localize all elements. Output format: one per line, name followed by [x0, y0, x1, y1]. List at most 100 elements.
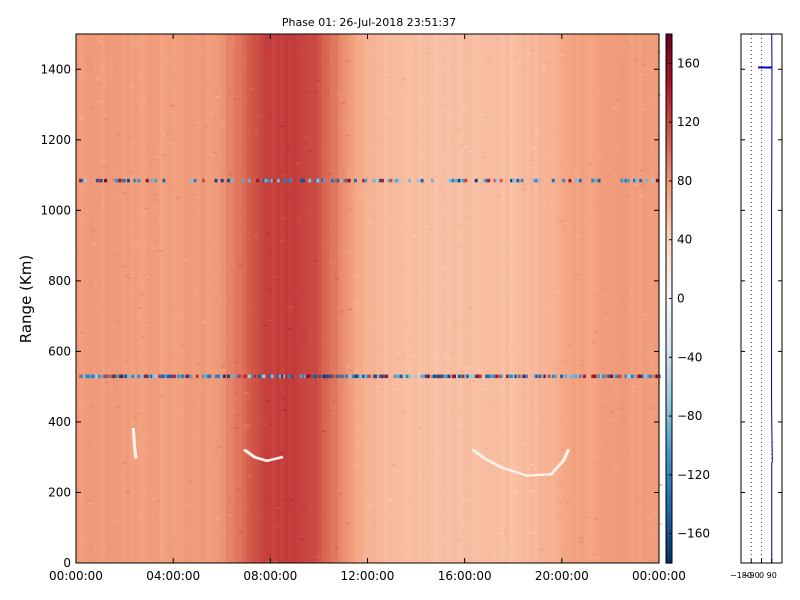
heatmap-cell — [112, 362, 117, 364]
heatmap-column — [509, 34, 514, 563]
heatmap-cell — [318, 412, 323, 415]
heatmap-cell — [532, 532, 537, 534]
heatmap-cell — [610, 137, 615, 139]
heatmap-cell — [262, 423, 267, 426]
heatmap-cell — [140, 285, 145, 287]
heatmap-cell — [346, 60, 351, 63]
heatmap-cell — [376, 374, 380, 379]
heatmap-cell — [164, 374, 168, 379]
heatmap-cell — [233, 392, 238, 394]
heatmap-cell — [374, 139, 379, 142]
heatmap-cell — [281, 217, 286, 219]
heatmap-cell — [117, 187, 122, 190]
heatmap-cell — [260, 374, 264, 379]
heatmap-cell — [243, 100, 248, 103]
heatmap-cell — [591, 374, 595, 379]
heatmap-cell — [549, 473, 553, 476]
heatmap-cell — [643, 428, 649, 431]
heatmap-cell — [217, 506, 222, 508]
heatmap-cell — [550, 553, 555, 556]
heatmap-cell — [149, 178, 153, 183]
heatmap-cell — [272, 435, 277, 438]
colorbar-segment — [666, 282, 672, 289]
heatmap-cell — [222, 374, 226, 379]
colorbar-segment — [666, 319, 672, 326]
heatmap-cell — [97, 178, 101, 183]
colorbar-segment — [666, 441, 672, 448]
heatmap-cell — [440, 156, 445, 158]
heatmap-cell — [177, 540, 182, 542]
heatmap-cell — [422, 374, 426, 379]
heatmap-cell — [400, 79, 405, 82]
heatmap-cell — [341, 374, 345, 379]
heatmap-cell — [97, 83, 103, 85]
heatmap-cell — [538, 254, 543, 257]
heatmap-cell — [495, 407, 500, 410]
heatmap-cell — [235, 315, 240, 317]
heatmap-cell — [453, 178, 457, 183]
heatmap-cell — [95, 178, 99, 183]
heatmap-cell — [236, 488, 241, 490]
heatmap-cell — [503, 412, 508, 414]
heatmap-cell — [237, 497, 242, 499]
colorbar-segment — [666, 71, 672, 77]
heatmap-cell — [343, 325, 349, 328]
heatmap-cell — [356, 444, 361, 447]
heatmap-cell — [122, 192, 127, 195]
heatmap-cell — [405, 508, 410, 510]
heatmap-cell — [445, 233, 450, 236]
heatmap-cell — [490, 279, 495, 282]
heatmap-cell — [401, 77, 406, 80]
heatmap-cell — [434, 146, 439, 148]
heatmap-cell — [112, 374, 116, 379]
heatmap-cell — [171, 352, 176, 355]
heatmap-cell — [490, 167, 495, 170]
heatmap-cell — [607, 374, 611, 379]
heatmap-cell — [358, 85, 363, 87]
heatmap-cell — [178, 315, 183, 317]
heatmap-cell — [420, 152, 425, 155]
heatmap-cell — [393, 470, 398, 472]
heatmap-cell — [501, 257, 506, 260]
colorbar-segment — [666, 224, 672, 231]
heatmap-column — [150, 34, 156, 563]
heatmap-cell — [443, 104, 448, 106]
heatmap-cell — [545, 306, 550, 309]
heatmap-cell — [455, 374, 459, 379]
heatmap-cell — [246, 204, 251, 206]
heatmap-cell — [433, 475, 438, 478]
heatmap-cell — [154, 178, 158, 183]
heatmap-cell — [228, 174, 233, 177]
heatmap-cell — [252, 68, 258, 70]
colorbar-segment — [666, 414, 672, 421]
heatmap-cell — [280, 239, 285, 242]
heatmap-cell — [232, 98, 237, 100]
heatmap-cell — [223, 337, 228, 339]
heatmap-cell — [261, 368, 266, 370]
heatmap-cell — [395, 388, 400, 391]
heatmap-cell — [116, 406, 121, 409]
heatmap-cell — [385, 522, 390, 524]
heatmap-cell — [376, 178, 380, 183]
heatmap-cell — [95, 78, 101, 80]
colorbar-segment — [666, 467, 672, 474]
heatmap-cell — [493, 178, 497, 183]
heatmap-cell — [301, 178, 305, 183]
heatmap-cell — [610, 495, 615, 498]
heatmap-cell — [528, 362, 534, 364]
heatmap-cell — [352, 406, 357, 409]
heatmap-cell — [503, 467, 507, 470]
heatmap-cell — [208, 374, 212, 379]
heatmap-cell — [388, 546, 393, 548]
heatmap-cell — [404, 326, 409, 329]
heatmap-cell — [461, 429, 466, 431]
heatmap-column — [475, 34, 481, 563]
heatmap-cell — [498, 365, 504, 368]
colorbar-segment — [666, 145, 672, 151]
heatmap-cell — [449, 411, 454, 414]
heatmap-cell — [175, 197, 180, 200]
heatmap-column — [404, 34, 410, 563]
heatmap-cell — [548, 121, 553, 124]
colorbar-segment — [666, 86, 672, 93]
heatmap-cell — [647, 226, 653, 228]
